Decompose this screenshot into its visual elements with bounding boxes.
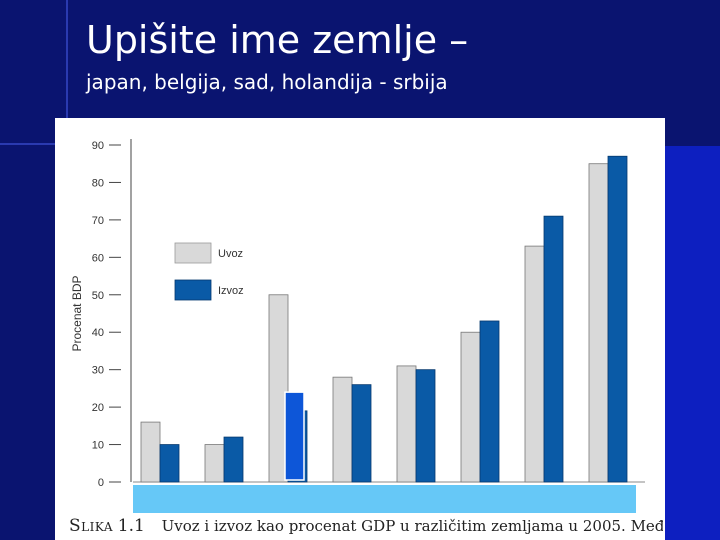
bar-izvoz-7 [607,155,628,483]
y-tick-label-0: 0 [98,477,104,489]
y-tick-label-1: 10 [92,440,104,452]
bar-izvoz-3 [351,384,372,483]
slide-subtitle: japan, belgija, sad, holandija - srbija [86,70,448,94]
bar-izvoz-5 [479,320,500,483]
bar-uvoz-4 [396,365,417,483]
background-line-vertical [66,0,68,118]
bar-uvoz-2 [268,294,289,483]
bar-uvoz-3 [332,376,353,483]
caption-label: Slika [69,516,113,536]
caption-text: Uvoz i izvoz kao procenat GDP u različit… [161,517,663,535]
y-tick-label-7: 70 [92,215,104,227]
background-line-horizontal [0,143,56,145]
slide-title: Upišite ime zemlje – [86,18,469,62]
bar-izvoz-0 [159,444,180,483]
legend-label-uvoz: Uvoz [218,248,243,260]
bar-chart: 0 10 20 30 40 50 60 70 80 90 Procenat BDP Uvoz Izvoz [70,139,645,489]
bar-uvoz-6 [524,245,545,483]
y-tick-label-3: 30 [92,365,104,377]
y-tick-label-5: 50 [92,290,104,302]
bar-uvoz-0 [140,421,161,483]
y-tick-label-9: 90 [92,140,104,152]
bar-izvoz-1 [223,436,244,483]
legend-label-izvoz: Izvoz [218,285,244,297]
chart-panel: 0 10 20 30 40 50 60 70 80 90 Procenat BDP Uvoz Izvoz… [55,118,665,540]
legend-swatch-izvoz [174,279,212,301]
bar-uvoz-5 [460,331,481,483]
country-label-band [133,485,636,513]
y-tick-label-4: 40 [92,327,104,339]
y-tick-label-8: 80 [92,177,104,189]
bar-uvoz-7 [588,163,609,483]
legend-swatch-uvoz [174,242,212,264]
y-axis-title: Procenat BDP [70,275,84,351]
bar-uvoz-1 [204,444,225,483]
y-tick-label-6: 60 [92,252,104,264]
caption-number: 1.1 [117,516,145,536]
figure-caption: Slika 1.1 Uvoz i izvoz kao procenat GDP … [69,516,663,536]
bar-izvoz-4 [415,369,436,483]
bar-izvoz-6 [543,215,564,483]
bar-highlight-overlay-0 [284,391,305,481]
y-tick-label-2: 20 [92,402,104,414]
background-accent-block [665,146,720,540]
